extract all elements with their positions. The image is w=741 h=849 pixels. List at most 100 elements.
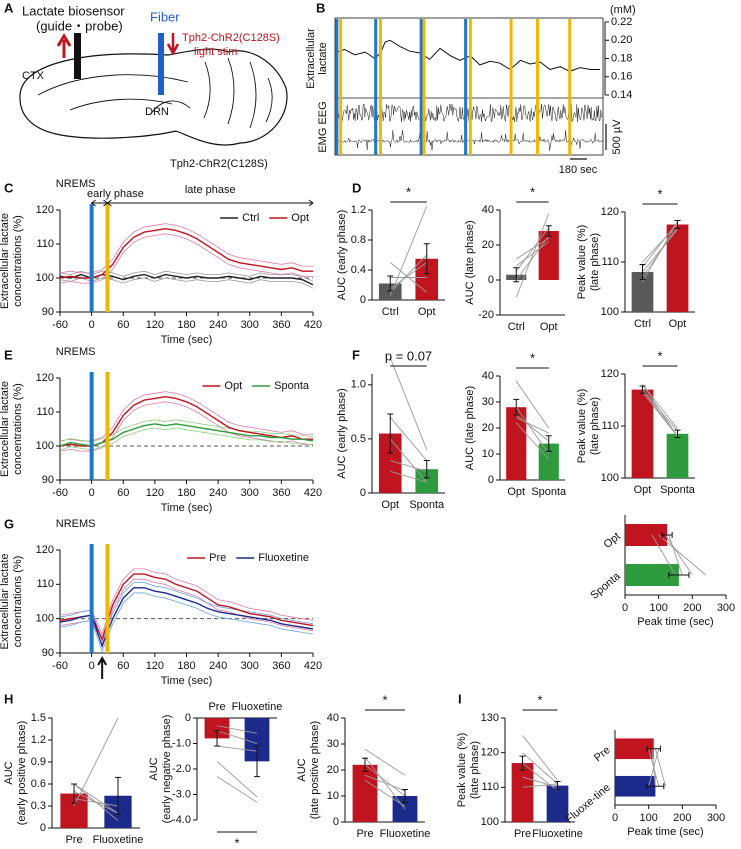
y-axis-label: Extracellular [305, 28, 317, 89]
series-line [59, 423, 314, 447]
significance-label: * [537, 692, 542, 707]
x-axis-label: Time (sec) [161, 502, 213, 514]
x-tick-label: 60 [117, 319, 129, 331]
legend-label: Fluoxetine [258, 552, 309, 564]
x-axis-label: Time (sec) [161, 675, 213, 687]
optic-fiber [158, 33, 164, 95]
individual-line [216, 730, 258, 744]
y-axis-label: AUC [296, 758, 308, 781]
x-tick-label: 200 [673, 812, 691, 824]
stim-line [89, 544, 94, 653]
individual-line [364, 774, 406, 792]
stim-line [509, 19, 513, 155]
y-axis-label: (late positive phase) [309, 721, 321, 819]
panel-letter: G [4, 516, 14, 531]
signal-label: EMG EEG [317, 101, 329, 152]
individual-line [389, 254, 428, 293]
phase-label: late phase [185, 184, 236, 196]
x-tick-label: Pre [65, 834, 82, 846]
unit-label: (mM) [610, 4, 636, 16]
individual-line [642, 224, 678, 263]
stim-line [105, 372, 110, 480]
y-tick-label: 90 [42, 306, 54, 318]
bar [546, 785, 569, 822]
x-tick-label: Opt [418, 306, 436, 318]
significance-label: * [530, 350, 535, 365]
x-tick-label: 120 [146, 319, 164, 331]
y-tick-label: 30 [482, 396, 494, 408]
bar [625, 564, 679, 586]
individual-line [522, 735, 558, 781]
x-tick-label: Pre [208, 701, 225, 713]
significance-label: * [382, 692, 387, 707]
error-bar [423, 460, 430, 479]
x-tick-label: 180 [177, 319, 195, 331]
error-bar [545, 435, 552, 452]
y-tick-label: 90 [42, 474, 54, 486]
individual-line [389, 206, 428, 297]
y-axis-label: concentrations (%) [12, 383, 24, 475]
y-tick-label: 120 [601, 206, 619, 218]
y-tick-label: 0 [360, 487, 366, 499]
y-tick-label: 120 [601, 368, 619, 380]
individual-line [515, 414, 550, 442]
y-axis-label: (late phase) [589, 397, 601, 455]
up-arrow [56, 33, 72, 58]
sem-band [59, 401, 313, 452]
bar [615, 775, 656, 797]
individual-line [654, 748, 666, 787]
sem-band [59, 270, 314, 282]
phase-arrow [90, 199, 109, 207]
stim-line [378, 19, 382, 155]
bar [378, 283, 402, 300]
y-axis-label: concentrations (%) [12, 215, 24, 307]
stim-line [422, 19, 426, 155]
stim-line [89, 372, 94, 480]
individual-line [216, 725, 258, 734]
bar [625, 524, 668, 546]
bar [666, 224, 689, 312]
individual-line [642, 226, 678, 278]
sem-band [59, 391, 313, 442]
y-tick-label: 100 [481, 816, 499, 828]
y-tick-label: 110 [601, 420, 619, 432]
y-tick-label: 120 [36, 544, 54, 556]
error-bar [513, 267, 520, 283]
y-tick-label: 20 [482, 422, 494, 434]
time-scale-label: 180 sec [559, 164, 598, 176]
x-tick-label: 420 [304, 487, 322, 499]
series-line [59, 573, 314, 642]
probe-label: Lactate biosensor [22, 3, 125, 18]
stim-line [374, 19, 378, 155]
panel-letter: I [458, 691, 462, 706]
y-axis-label: Extracellular lactate [0, 381, 11, 477]
individual-line [73, 717, 119, 807]
y-tick-label: 0 [333, 816, 339, 828]
sem-band [59, 568, 314, 636]
x-tick-label: 360 [272, 319, 290, 331]
y-tick-label: 0.3 [31, 800, 46, 812]
bar [352, 764, 378, 822]
y-tick-label: 110 [601, 256, 619, 268]
error-bar [387, 413, 394, 454]
stim-line [468, 19, 472, 155]
y-tick-label: 0.18 [611, 52, 632, 64]
significance-label: * [234, 835, 239, 849]
bar [511, 763, 534, 822]
y-tick-label: 0.16 [611, 71, 632, 83]
individual-line [642, 389, 678, 432]
sem-band [59, 592, 314, 653]
individual-line [216, 745, 258, 752]
individual-line [651, 534, 676, 576]
probe-sublabel: (guide・probe) [36, 18, 123, 33]
individual-line [389, 438, 428, 483]
error-bar [362, 757, 368, 772]
individual-line [515, 241, 550, 267]
stim-line [464, 19, 468, 155]
individual-line [658, 534, 707, 576]
panel-letter: F [352, 347, 360, 362]
individual-line [522, 752, 558, 785]
bar [666, 433, 689, 478]
y-axis-label: AUC (late phase) [464, 220, 476, 304]
error-bar [668, 572, 690, 578]
